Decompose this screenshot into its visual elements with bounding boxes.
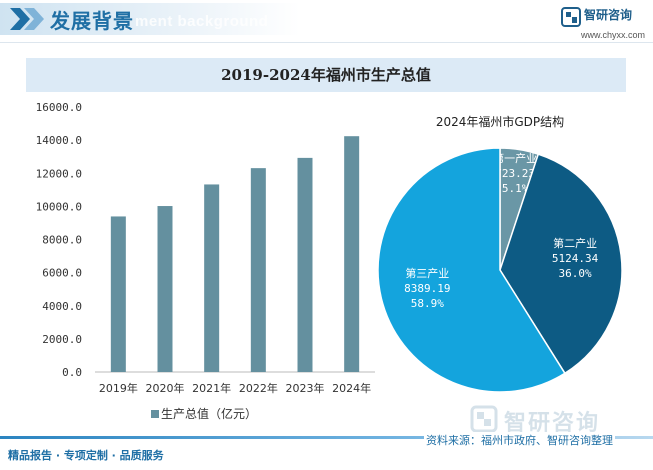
pie-slice-label: 723.23 xyxy=(495,167,535,180)
footer-tagline: 精品报告 · 专项定制 · 品质服务 xyxy=(8,449,164,462)
y-tick-label: 12000.0 xyxy=(36,167,82,180)
footer-divider xyxy=(0,436,653,439)
pie-slice-label: 第二产业 xyxy=(553,236,597,250)
x-tick-label: 2020年 xyxy=(146,381,185,395)
header-title: 发展背景 xyxy=(50,9,134,33)
bar-chart: 0.0 2000.0 4000.0 6000.0 8000.0 10000.0 12000.… xyxy=(36,101,375,421)
y-tick-label: 8000.0 xyxy=(42,234,82,247)
y-tick-label: 16000.0 xyxy=(36,101,82,114)
pie-chart-title: 2024年福州市GDP结构 xyxy=(435,115,565,129)
y-tick-label: 0.0 xyxy=(62,366,82,379)
brand-logo-icon xyxy=(561,7,581,27)
pie-slice-label: 8389.19 xyxy=(404,282,450,295)
pie-slice xyxy=(377,147,566,393)
chart-title-band: 2019-2024年福州市生产总值 xyxy=(26,58,626,92)
bar-chart-title: 2019-2024年福州市生产总值 xyxy=(221,66,431,84)
pie-chart: 第一产业 723.23 5.1% 第二产业 5124.34 36.0% 第三产业 8389.1… xyxy=(377,147,623,393)
brand-name: 智研咨询 xyxy=(584,8,633,22)
bar xyxy=(250,168,266,372)
bar xyxy=(297,157,313,372)
legend-label: 生产总值（亿元） xyxy=(161,406,257,421)
bar xyxy=(344,136,360,372)
legend-swatch xyxy=(151,410,159,418)
y-tick-label: 14000.0 xyxy=(36,134,82,147)
double-chevron-icon xyxy=(10,8,44,30)
bar xyxy=(204,184,220,372)
brand-url: www.chyxx.com xyxy=(581,30,646,40)
y-tick-label: 10000.0 xyxy=(36,200,82,213)
x-tick-label: 2019年 xyxy=(99,381,138,395)
y-tick-label: 2000.0 xyxy=(42,333,82,346)
y-tick-label: 6000.0 xyxy=(42,267,82,280)
watermark-logo-icon xyxy=(470,405,498,433)
header-divider xyxy=(0,42,653,43)
x-tick-label: 2021年 xyxy=(192,381,231,395)
page-header: ment background 发展背景 智研咨询 www.chyxx.com xyxy=(0,0,653,43)
pie-slice-label: 36.0% xyxy=(559,267,592,280)
bar xyxy=(157,206,173,372)
pie-slice-label: 第三产业 xyxy=(405,266,449,280)
x-tick-label: 2022年 xyxy=(239,381,278,395)
pie-slice-label: 5124.34 xyxy=(552,252,599,265)
watermark-text: 智研咨询 xyxy=(504,411,601,436)
header-subtitle: ment background xyxy=(135,13,269,30)
bar xyxy=(110,216,126,372)
source-note: 资料来源：福州市政府、智研咨询整理 xyxy=(424,432,615,448)
x-tick-label: 2023年 xyxy=(286,381,325,395)
pie-slice-label: 5.1% xyxy=(502,182,529,195)
header-band xyxy=(0,3,300,35)
x-tick-label: 2024年 xyxy=(332,381,371,395)
pie-slice-label: 58.9% xyxy=(411,297,444,310)
y-tick-label: 4000.0 xyxy=(42,300,82,313)
pie-slice-label: 第一产业 xyxy=(493,151,537,165)
